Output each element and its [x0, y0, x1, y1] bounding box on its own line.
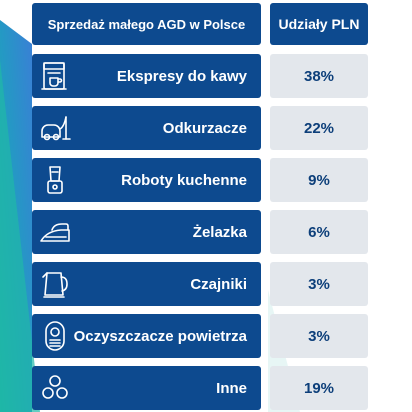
row-label: Odkurzacze — [162, 119, 247, 137]
value-header: Udziały PLN — [270, 3, 368, 45]
row-label: Żelazka — [192, 223, 247, 241]
row-value: 22% — [270, 106, 368, 150]
row-label-box: Odkurzacze — [32, 106, 261, 150]
air-purifier-icon — [38, 319, 72, 353]
row-value: 6% — [270, 210, 368, 254]
table-row: Odkurzacze 22% — [0, 106, 412, 150]
row-value: 9% — [270, 158, 368, 202]
vacuum-cleaner-icon — [38, 111, 72, 145]
row-label-box: Żelazka — [32, 210, 261, 254]
row-label: Ekspresy do kawy — [116, 67, 247, 85]
iron-icon — [38, 215, 72, 249]
row-label: Inne — [216, 379, 247, 397]
row-value: 3% — [270, 314, 368, 358]
other-circles-icon — [38, 371, 72, 405]
row-value: 19% — [270, 366, 368, 410]
table-row: Roboty kuchenne 9% — [0, 158, 412, 202]
table-row: Inne 19% — [0, 366, 412, 410]
food-processor-icon — [38, 163, 72, 197]
row-label: Oczyszczacze powietrza — [73, 327, 247, 345]
row-label-box: Czajniki — [32, 262, 261, 306]
table-row: Ekspresy do kawy 38% — [0, 54, 412, 98]
row-label-box: Inne — [32, 366, 261, 410]
row-value: 3% — [270, 262, 368, 306]
table-row: Czajniki 3% — [0, 262, 412, 306]
coffee-machine-icon — [38, 59, 72, 93]
kettle-icon — [38, 267, 72, 301]
table-row: Oczyszczacze powietrza 3% — [0, 314, 412, 358]
row-label: Czajniki — [190, 275, 247, 293]
row-label-box: Roboty kuchenne — [32, 158, 261, 202]
row-value: 38% — [270, 54, 368, 98]
row-label-box: Oczyszczacze powietrza — [32, 314, 261, 358]
row-label: Roboty kuchenne — [121, 171, 247, 189]
row-label-box: Ekspresy do kawy — [32, 54, 261, 98]
category-header: Sprzedaż małego AGD w Polsce — [32, 3, 261, 45]
table-row: Żelazka 6% — [0, 210, 412, 254]
